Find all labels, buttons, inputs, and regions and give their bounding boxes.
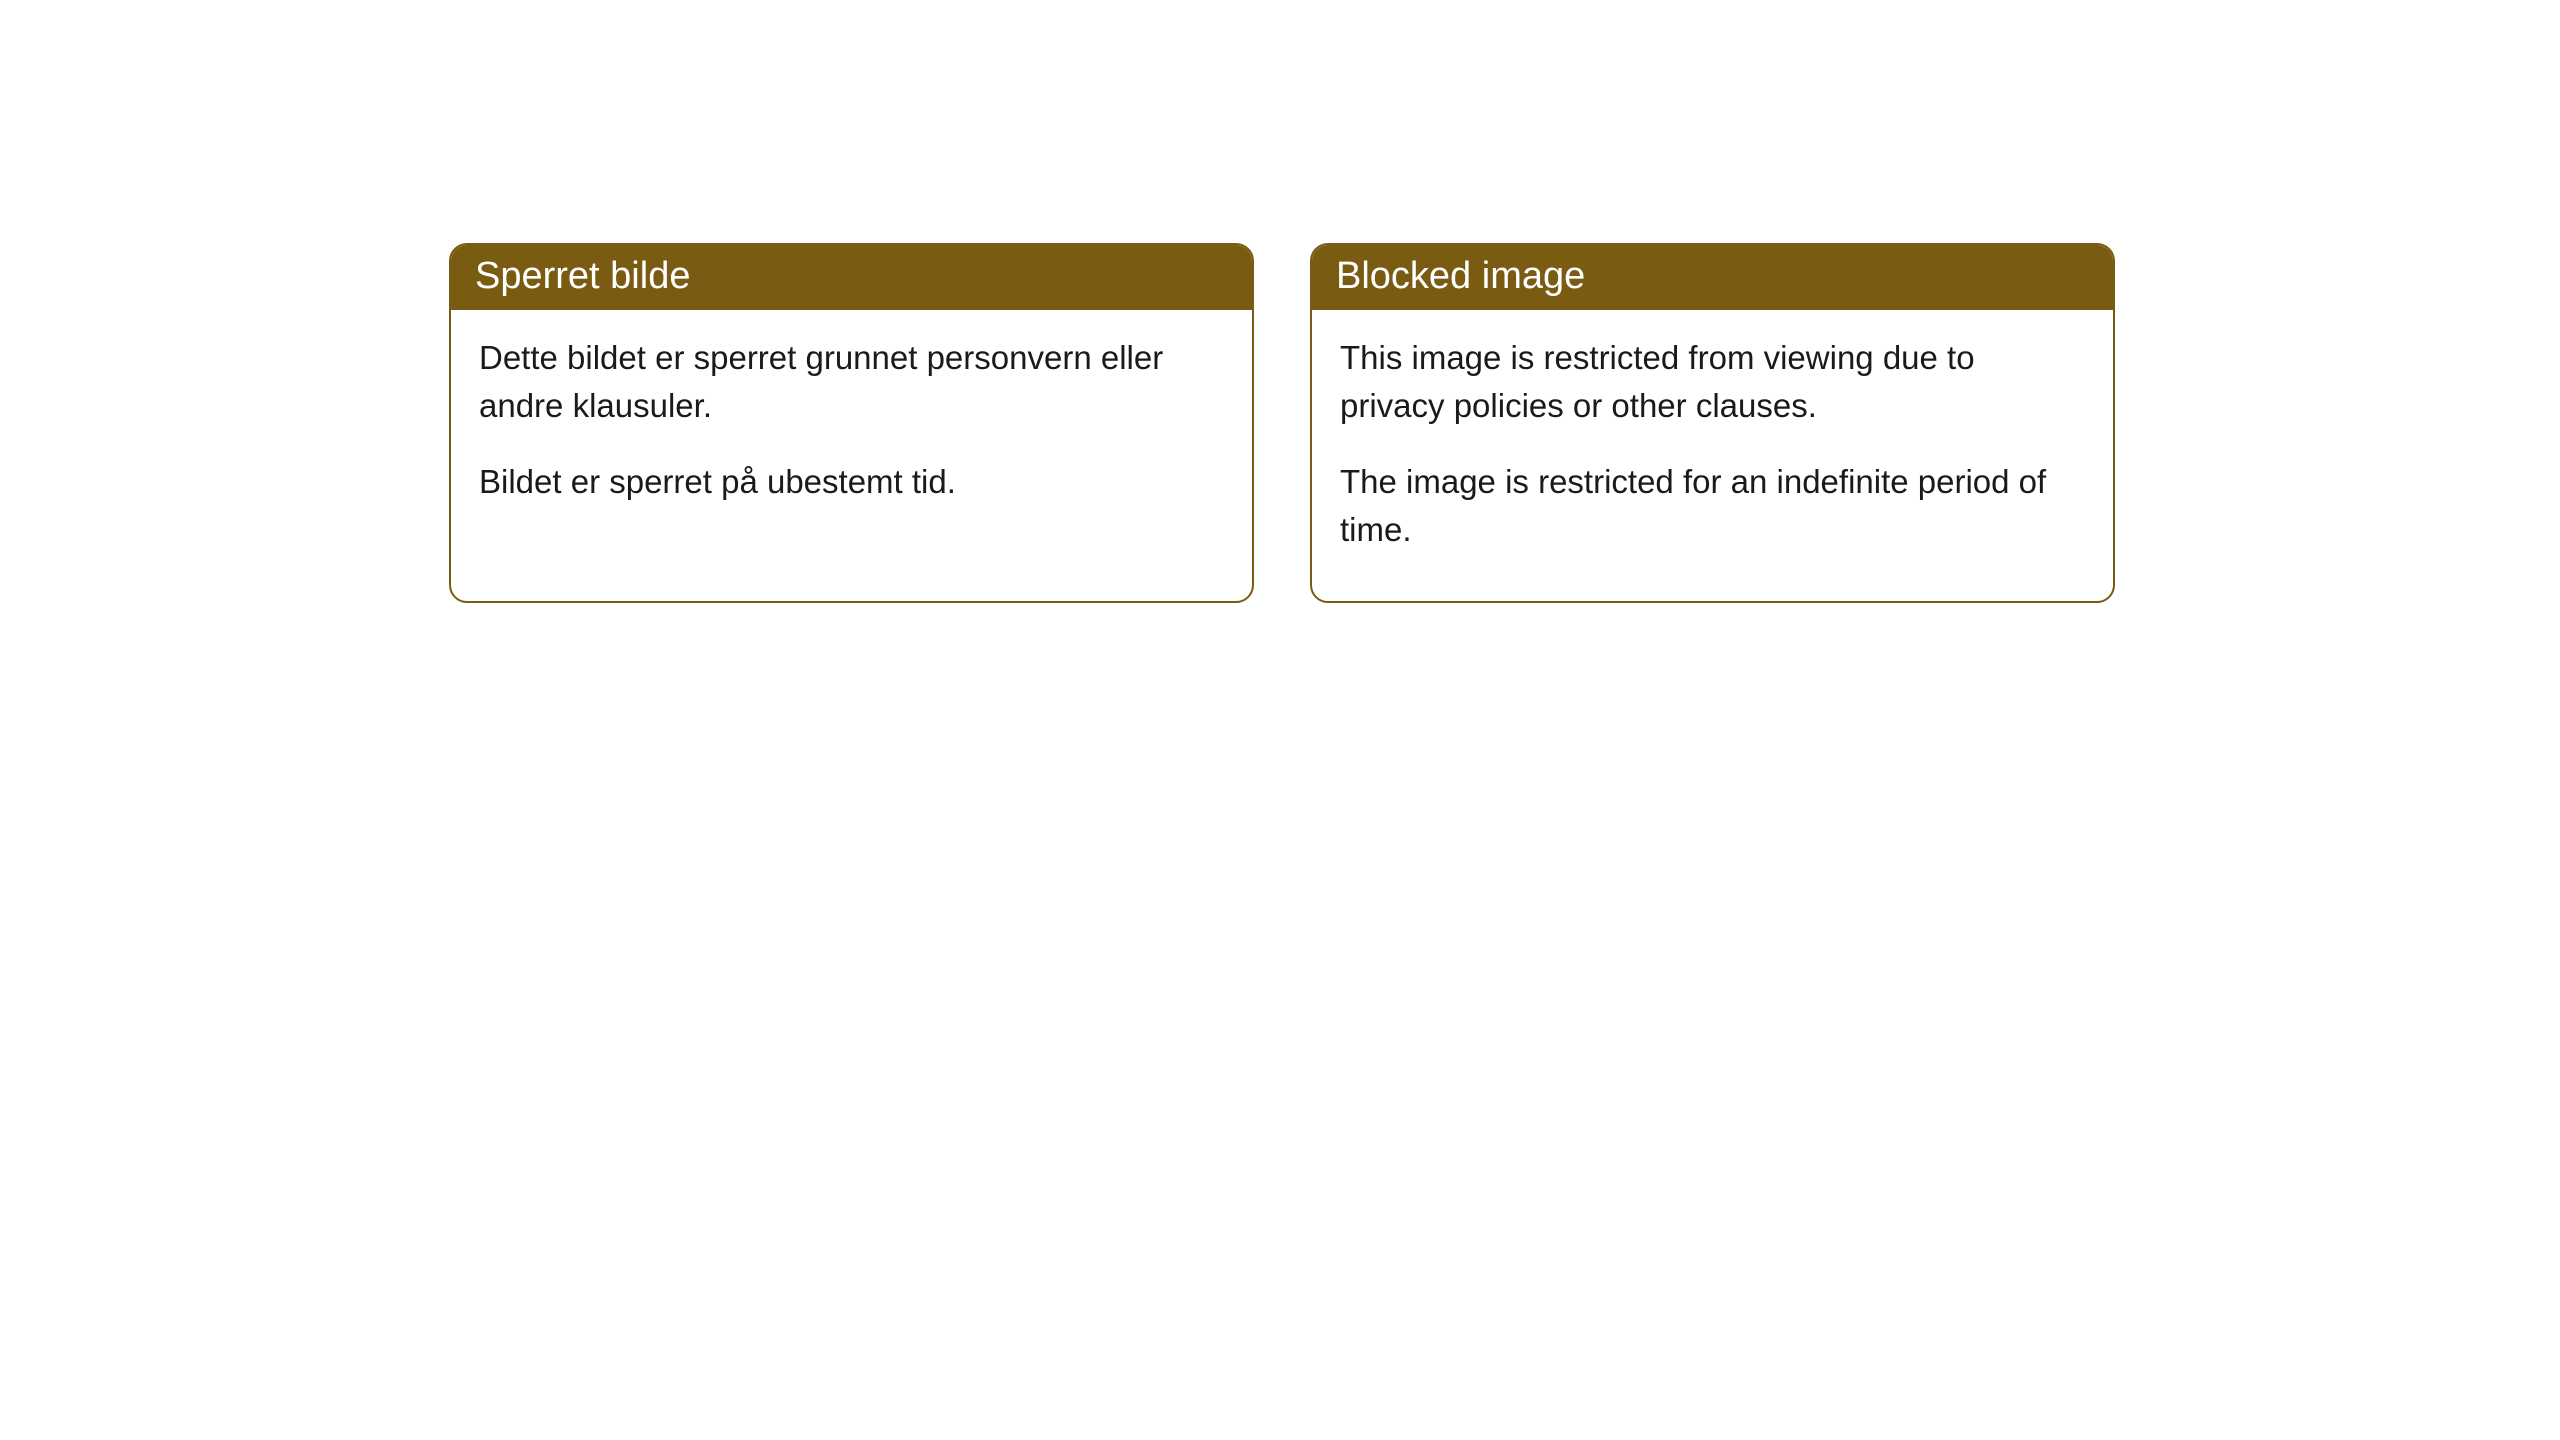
card-body: This image is restricted from viewing du… [1312,310,2113,601]
card-paragraph: This image is restricted from viewing du… [1340,334,2085,430]
card-paragraph: The image is restricted for an indefinit… [1340,458,2085,554]
card-header: Sperret bilde [451,245,1252,310]
card-body: Dette bildet er sperret grunnet personve… [451,310,1252,554]
notice-card-english: Blocked image This image is restricted f… [1310,243,2115,603]
card-paragraph: Dette bildet er sperret grunnet personve… [479,334,1224,430]
notice-cards-container: Sperret bilde Dette bildet er sperret gr… [449,243,2115,603]
notice-card-norwegian: Sperret bilde Dette bildet er sperret gr… [449,243,1254,603]
card-paragraph: Bildet er sperret på ubestemt tid. [479,458,1224,506]
card-title: Blocked image [1336,255,1585,297]
card-title: Sperret bilde [475,255,690,297]
card-header: Blocked image [1312,245,2113,310]
